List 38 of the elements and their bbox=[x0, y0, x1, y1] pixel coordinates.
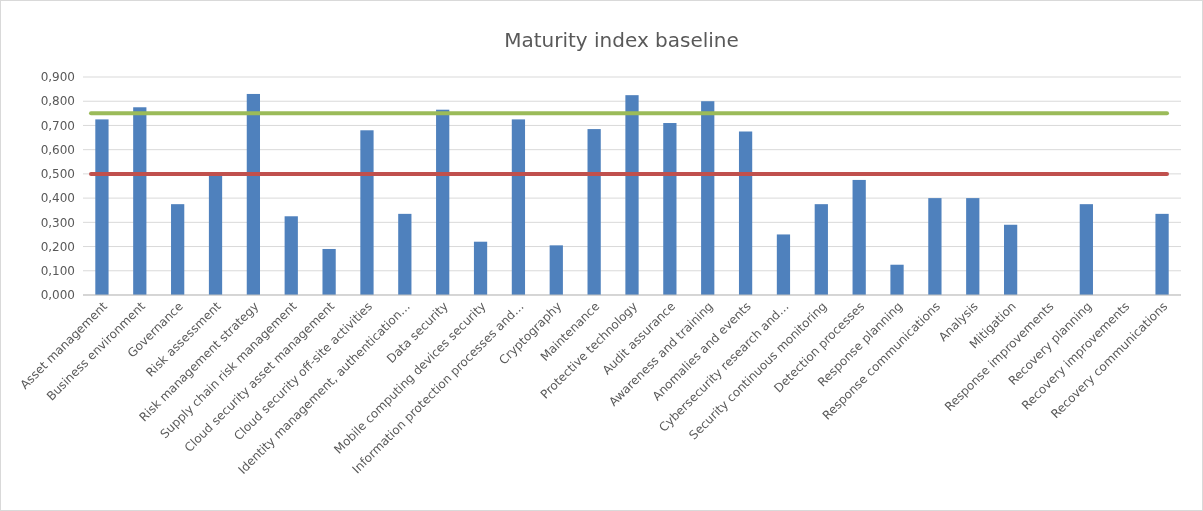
bar bbox=[133, 107, 147, 295]
bar bbox=[625, 95, 639, 295]
bar bbox=[1003, 224, 1018, 295]
bar bbox=[1155, 213, 1169, 295]
bar bbox=[436, 109, 450, 295]
bar bbox=[852, 179, 866, 295]
y-tick-label: 0,800 bbox=[40, 94, 75, 109]
y-tick-label: 0,200 bbox=[40, 239, 75, 254]
y-tick-label: 0,600 bbox=[40, 142, 75, 157]
bar bbox=[208, 173, 223, 295]
bar bbox=[663, 123, 677, 295]
chart-title: Maturity index baseline bbox=[504, 28, 739, 52]
bar bbox=[322, 248, 336, 295]
bar bbox=[966, 198, 980, 295]
bar bbox=[928, 198, 942, 295]
y-tick-label: 0,700 bbox=[40, 118, 75, 133]
bar bbox=[549, 245, 563, 295]
bar bbox=[284, 216, 298, 295]
y-tick-label: 0,500 bbox=[40, 167, 75, 182]
bar bbox=[738, 131, 753, 295]
bar bbox=[246, 93, 260, 295]
y-tick-label: 0,300 bbox=[40, 215, 75, 230]
y-tick-label: 0,400 bbox=[40, 191, 75, 206]
bar bbox=[1079, 204, 1093, 295]
bar bbox=[701, 101, 715, 295]
y-tick-label: 0,000 bbox=[40, 288, 75, 303]
bar bbox=[587, 129, 601, 295]
bar bbox=[398, 213, 412, 295]
bar bbox=[814, 204, 828, 295]
bar bbox=[473, 241, 488, 295]
bar bbox=[171, 204, 185, 295]
bar bbox=[360, 130, 374, 295]
y-tick-label: 0,900 bbox=[40, 70, 75, 85]
y-tick-label: 0,100 bbox=[40, 263, 75, 278]
bar bbox=[890, 264, 904, 295]
bar bbox=[511, 119, 526, 295]
bar bbox=[776, 234, 791, 295]
bar bbox=[95, 119, 109, 295]
